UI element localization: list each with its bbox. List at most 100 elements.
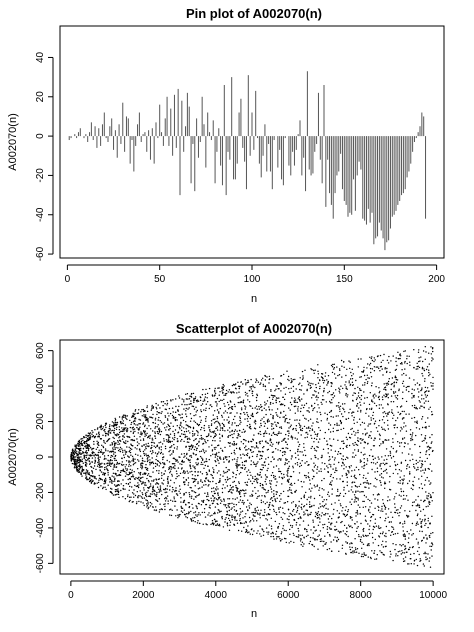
scatter-point [249,521,251,523]
scatter-point [231,422,234,424]
scatter-point [212,430,214,433]
scatter-point [337,374,339,377]
scatter-point [270,439,272,441]
scatter-point [404,560,406,562]
scatter-point [133,428,136,430]
scatter-point [195,449,198,451]
scatter-point [357,499,359,501]
scatter-point [341,403,344,405]
scatter-point [224,518,226,521]
scatter-point [332,438,335,440]
scatter-point [139,479,141,482]
scatter-point [151,450,154,452]
scatter-point [362,384,364,386]
scatter-point [287,495,289,498]
scatter-point [377,430,379,432]
scatter-point [400,355,402,357]
scatter-point [254,507,256,510]
scatter-point [133,462,135,465]
scatter-point [431,357,433,359]
scatter-point [395,555,397,557]
scatter-point [364,382,366,384]
scatter-point [124,453,127,455]
scatter-point [337,490,339,492]
scatter-point [128,500,130,503]
scatter-point [399,445,401,447]
scatter-point [231,406,234,408]
scatter-point [170,499,172,501]
scatter-point [284,421,286,423]
scatter-point [189,420,192,422]
scatter-point [82,439,84,442]
scatter-point [315,386,317,389]
scatter-point [216,409,219,411]
scatter-point [385,525,388,528]
scatter-point [81,458,83,460]
scatter-point [397,512,399,514]
scatter-point [331,550,333,552]
scatter-point [348,472,350,474]
scatter-point [372,514,375,516]
scatter-point [205,503,208,506]
scatter-point [236,487,238,489]
scatter-point [385,395,388,398]
scatter-point [330,524,332,526]
scatter-point [197,474,199,477]
scatter-point [167,412,169,414]
scatter-point [344,509,347,511]
scatter-point [87,446,89,448]
scatter-point [200,479,202,481]
scatter-point [116,493,118,495]
scatter-point [284,393,287,395]
scatter-point [225,457,227,459]
scatter-point [226,513,229,516]
scatter-point [416,382,419,384]
scatter-point [349,501,351,503]
scatter-point [338,512,341,514]
scatter-point [255,412,258,414]
scatter-point [343,513,346,516]
scatter-point [143,415,145,417]
scatter-point [127,455,129,457]
scatter-point [360,411,362,413]
scatter-point [158,491,160,493]
scatter-point [306,529,308,531]
scatter-point [205,409,207,412]
scatter-point [368,454,371,457]
scatter-point [392,401,395,403]
scatter-point [233,403,236,406]
scatter-point [154,417,157,419]
scatter-point [349,384,351,386]
scatter-point [147,503,149,505]
scatter-point [267,442,269,445]
scatter-point [418,366,421,369]
scatter-point [222,526,225,528]
scatter-point [385,412,387,415]
scatter-point [331,488,333,490]
scatter-point [98,477,101,479]
scatter-point [251,533,254,536]
scatter-point [124,414,126,416]
scatter-point [161,508,163,511]
scatter-point [117,491,120,494]
scatter-point [136,441,139,443]
scatter-point [270,474,273,477]
scatter-point [194,466,196,468]
scatter-point [224,393,227,395]
scatter-point [357,437,359,439]
scatter-point [142,408,145,411]
scatter-point [141,465,143,467]
scatter-point [141,445,143,448]
scatter-point [344,492,347,495]
scatter-point [380,510,382,512]
scatter-point [92,435,95,437]
scatter-point [193,478,195,480]
scatter-point [134,453,137,455]
scatter-point [121,438,124,440]
scatter-point [151,408,153,410]
scatter-point [353,501,355,503]
scatter-point [179,463,181,465]
scatter-point [374,393,376,395]
scatter-point [226,470,229,473]
scatter-point [403,417,405,419]
